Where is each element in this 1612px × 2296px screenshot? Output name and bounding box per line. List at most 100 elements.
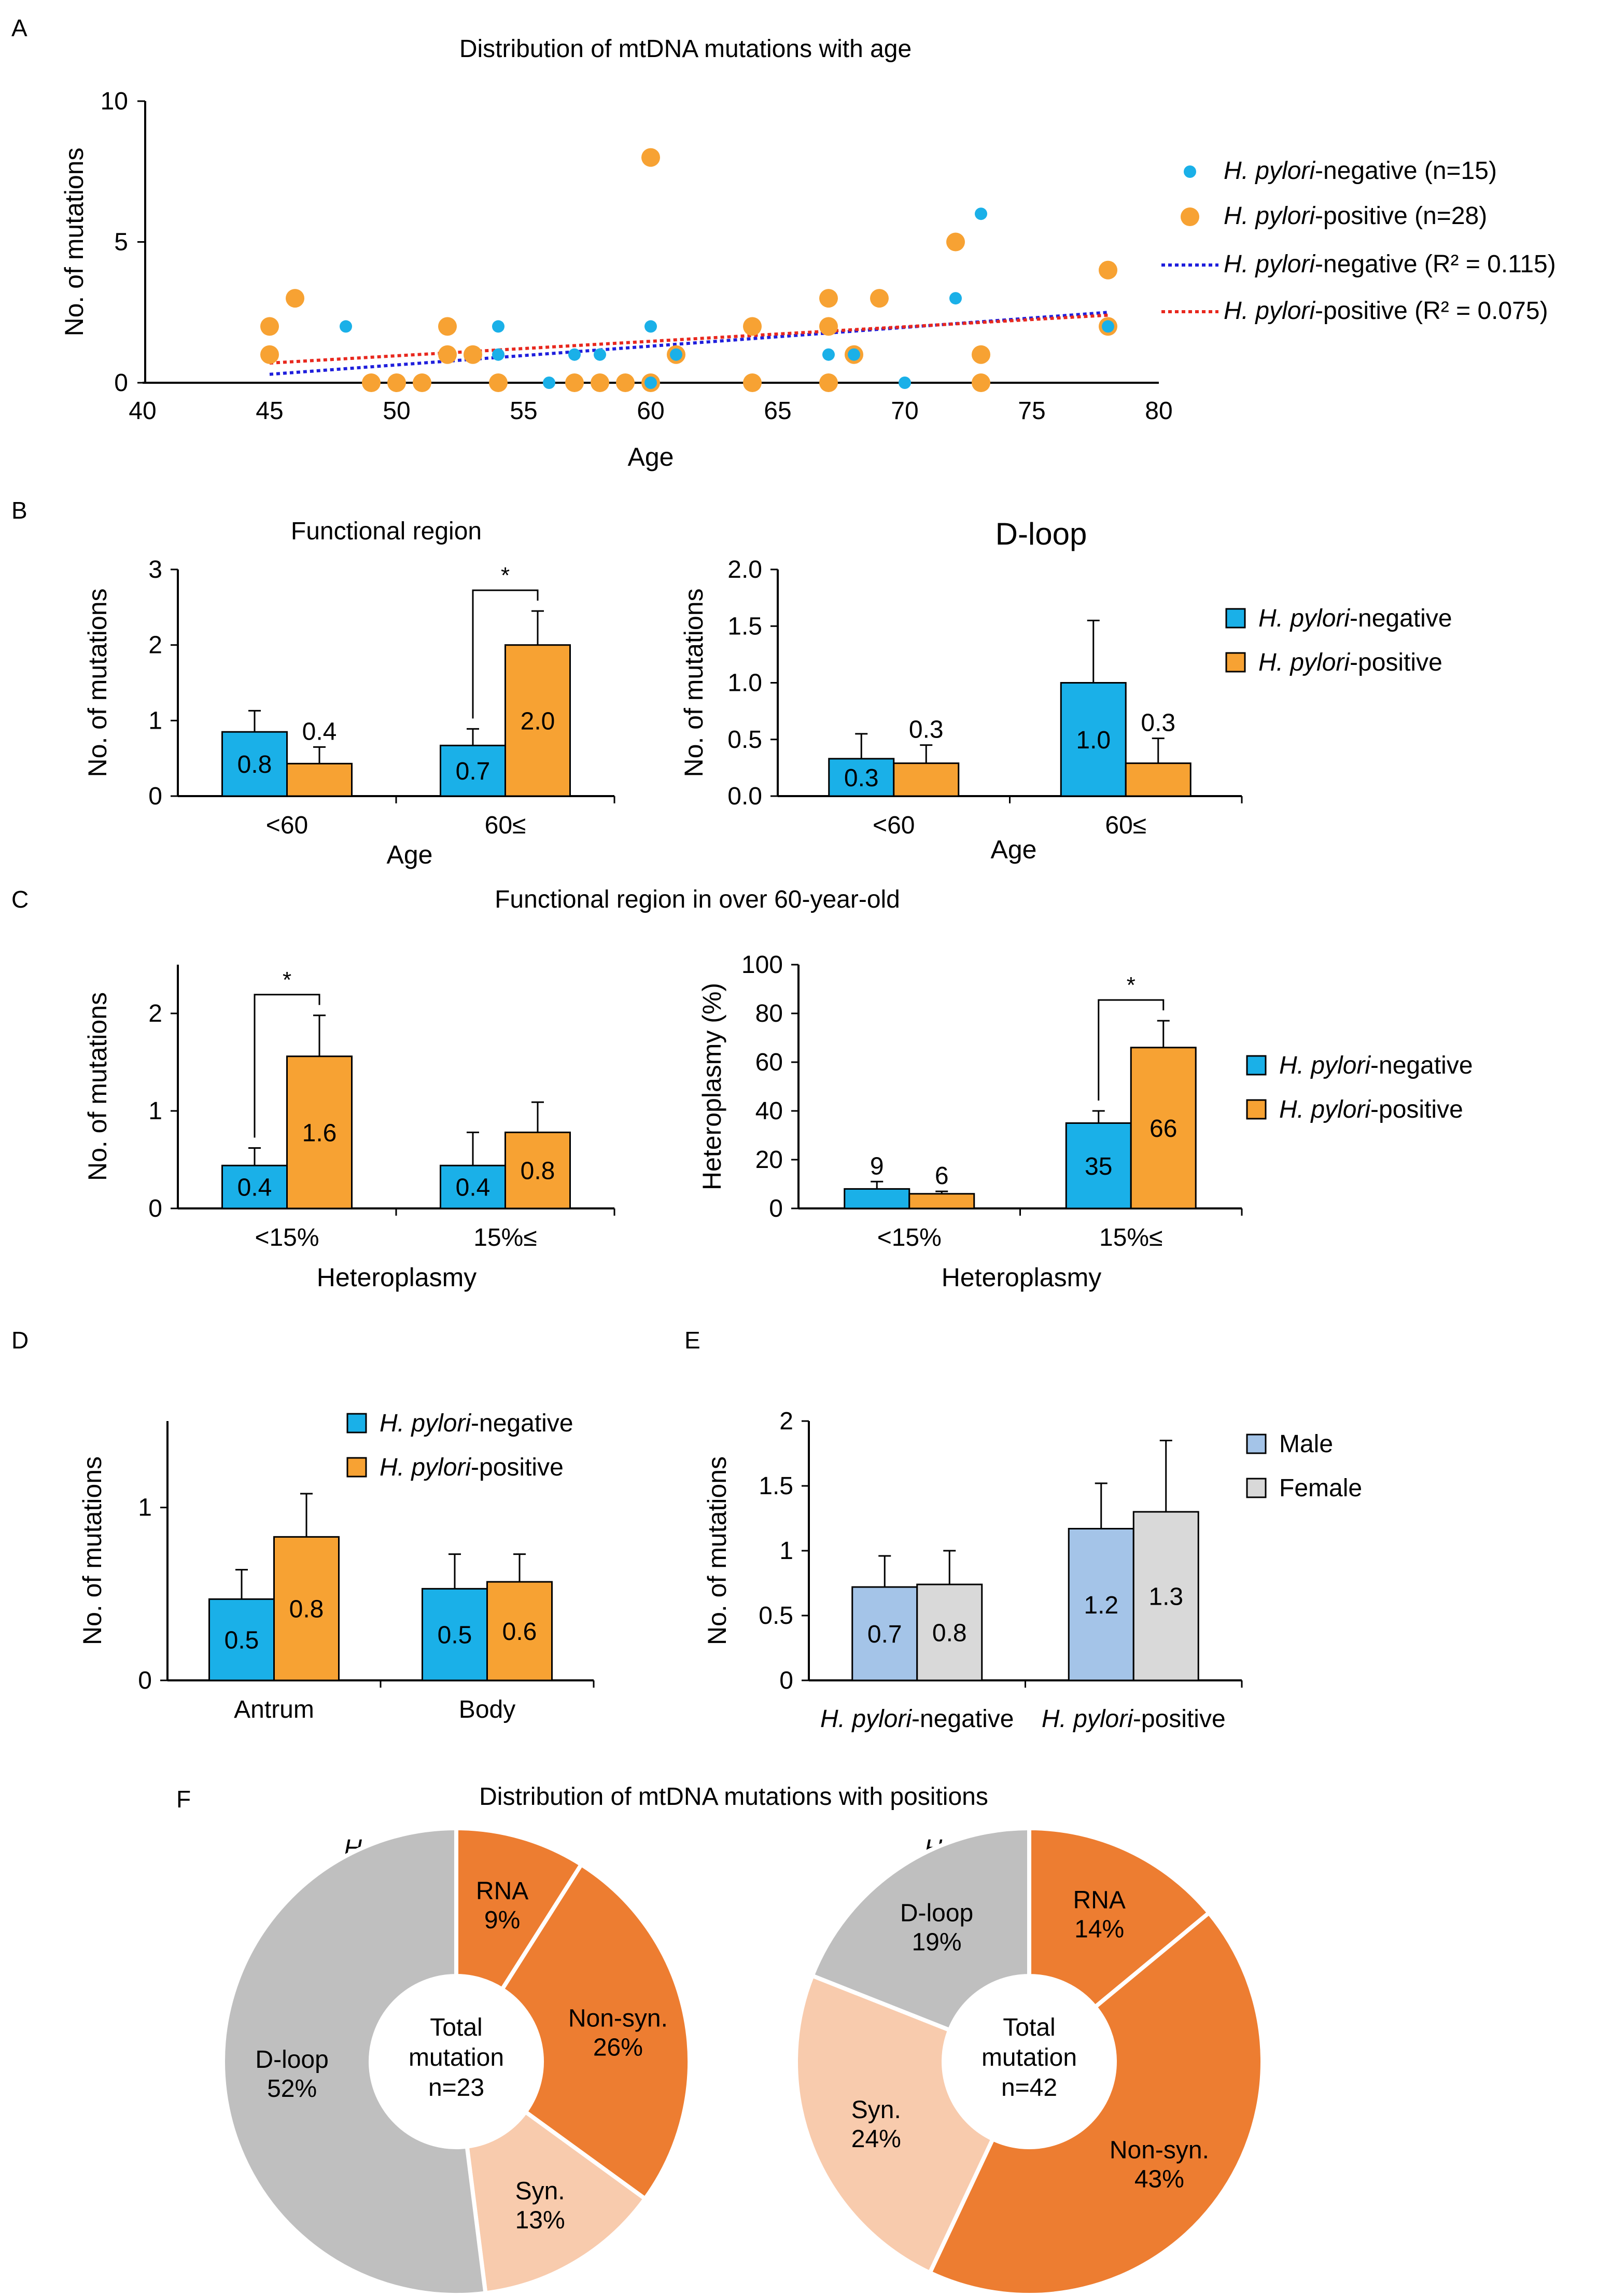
y-tick-label: 0.5 bbox=[759, 1602, 793, 1630]
slice-name-label: Non-syn. bbox=[568, 2005, 668, 2033]
y-axis-title: No. of mutations bbox=[83, 992, 112, 1181]
x-tick-label: 40 bbox=[129, 397, 156, 425]
slice-percent-label: 43% bbox=[1134, 2166, 1184, 2193]
legend-swatch bbox=[1246, 1434, 1267, 1454]
positive-point bbox=[819, 317, 838, 336]
data-label: 0.4 bbox=[237, 1174, 272, 1202]
legend-label: H. pylori-positive (n=28) bbox=[1224, 202, 1487, 230]
y-tick-label: 100 bbox=[741, 951, 783, 979]
x-tick-label: H. pylori-negative bbox=[820, 1705, 1014, 1733]
data-label: 66 bbox=[1150, 1115, 1177, 1143]
x-tick-label: 70 bbox=[891, 397, 918, 425]
donut-slice-non-syn bbox=[499, 1861, 692, 2202]
donut-center-text: Total bbox=[430, 2014, 482, 2041]
negative-point bbox=[848, 348, 860, 361]
donut-slice-d-loop bbox=[809, 1826, 1031, 2033]
y-axis-title: No. of mutations bbox=[60, 147, 89, 336]
x-axis-title: Age bbox=[991, 835, 1037, 864]
positive-point bbox=[616, 373, 635, 392]
data-label: 0.3 bbox=[909, 716, 944, 744]
negative-point bbox=[1102, 320, 1114, 333]
data-label: 0.4 bbox=[302, 718, 337, 745]
y-tick-label: 2 bbox=[148, 1000, 162, 1027]
x-tick-label: 15%≤ bbox=[473, 1224, 537, 1251]
positive-point bbox=[464, 345, 482, 364]
data-label: 35 bbox=[1085, 1153, 1112, 1180]
donut-center-text: n=23 bbox=[428, 2074, 484, 2102]
legend-marker-positive bbox=[1181, 207, 1199, 226]
y-tick-label: 1.5 bbox=[727, 613, 762, 640]
legend-label: H. pylori-positive bbox=[1258, 649, 1442, 676]
positions-title: Distribution of mtDNA mutations with pos… bbox=[479, 1783, 988, 1811]
positive-point bbox=[438, 317, 457, 336]
panel-letter-b: B bbox=[11, 497, 27, 524]
heteroplasmy-count-bar-chart: 0 1 2 <15% 0.4 1.6 * 15%≤ 0.4 0.8 Heteroplasmy No. … bbox=[83, 965, 615, 1292]
panel-letter-f: F bbox=[176, 1786, 191, 1813]
negative-point bbox=[644, 377, 657, 389]
y-tick-label: 80 bbox=[755, 1000, 783, 1027]
positive-point bbox=[362, 373, 381, 392]
negative-point bbox=[822, 348, 835, 361]
legend-swatch bbox=[1246, 1478, 1267, 1498]
positive-point bbox=[972, 345, 990, 364]
significance-star: * bbox=[283, 967, 291, 993]
scatter-title: Distribution of mtDNA mutations with age bbox=[459, 35, 912, 63]
data-label: 0.8 bbox=[289, 1596, 324, 1623]
bar-series-2 bbox=[1132, 1511, 1199, 1681]
data-label: 0.8 bbox=[932, 1620, 967, 1647]
x-tick-label: 50 bbox=[383, 397, 410, 425]
y-axis-title: No. of mutations bbox=[78, 1456, 107, 1645]
bar-series-2 bbox=[486, 1581, 553, 1681]
bar-series-2 bbox=[916, 1583, 983, 1681]
positive-point bbox=[413, 373, 431, 392]
x-tick-label: 60≤ bbox=[485, 812, 526, 839]
y-tick-label: 5 bbox=[114, 229, 128, 256]
data-label: 1.2 bbox=[1084, 1592, 1118, 1619]
slice-percent-label: 52% bbox=[267, 2075, 317, 2103]
y-tick-label: 60 bbox=[755, 1049, 783, 1076]
bar-series-2 bbox=[1125, 762, 1192, 797]
significance-bracket bbox=[1098, 999, 1165, 1101]
data-label: 2.0 bbox=[521, 707, 555, 735]
legend-swatch bbox=[346, 1413, 367, 1434]
data-label: 6 bbox=[935, 1162, 949, 1190]
bar-series-1 bbox=[440, 744, 506, 797]
slice-name-label: RNA bbox=[1073, 1887, 1126, 1914]
positive-point bbox=[489, 373, 508, 392]
slice-name-label: Non-syn. bbox=[1110, 2137, 1209, 2164]
bar-series-2 bbox=[893, 762, 960, 797]
negative-point bbox=[975, 207, 987, 220]
y-tick-label: 0 bbox=[779, 1667, 793, 1694]
bar-series-2 bbox=[504, 1131, 571, 1209]
legend-label: H. pylori-negative bbox=[1279, 1052, 1473, 1079]
x-tick-label: 65 bbox=[764, 397, 791, 425]
y-tick-label: 0 bbox=[148, 783, 162, 810]
donut-center-text: n=42 bbox=[1001, 2074, 1057, 2102]
y-tick-label: 0.0 bbox=[727, 783, 762, 810]
donut-slice-syn bbox=[794, 1973, 996, 2276]
legend-label: H. pylori-negative bbox=[380, 1410, 573, 1437]
data-label: 0.6 bbox=[502, 1618, 537, 1646]
slice-name-label: D-loop bbox=[900, 1899, 973, 1927]
y-tick-label: 2 bbox=[779, 1408, 793, 1435]
negative-point bbox=[899, 377, 911, 389]
slice-name-label: Syn. bbox=[515, 2177, 565, 2205]
positive-point bbox=[972, 373, 990, 392]
bar-series-1 bbox=[221, 731, 288, 797]
dloop-bar-chart: 0.0 0.5 1.0 1.5 2.0 <60 0.3 0.3 60≤ 1.0 0.3 Age No. … bbox=[679, 556, 1452, 864]
slice-percent-label: 26% bbox=[593, 2034, 643, 2062]
functional-region-bar-chart: 0 1 2 3 <60 0.8 0.4 60≤ 0.7 2.0 * Age No. of mutatio… bbox=[83, 556, 615, 869]
slice-name-label: D-loop bbox=[255, 2046, 328, 2074]
legend-label: Male bbox=[1279, 1430, 1333, 1458]
bar-series-2 bbox=[286, 1055, 353, 1209]
bar-series-1 bbox=[1068, 1528, 1134, 1681]
data-label: 0.7 bbox=[456, 758, 490, 785]
legend-swatch bbox=[1225, 652, 1246, 673]
slice-percent-label: 14% bbox=[1074, 1916, 1124, 1943]
y-tick-label: 1.0 bbox=[727, 670, 762, 697]
positive-point bbox=[438, 345, 457, 364]
significance-bracket bbox=[254, 994, 320, 1138]
donut-center-text: Total bbox=[1003, 2014, 1055, 2041]
positive-point bbox=[641, 148, 660, 167]
